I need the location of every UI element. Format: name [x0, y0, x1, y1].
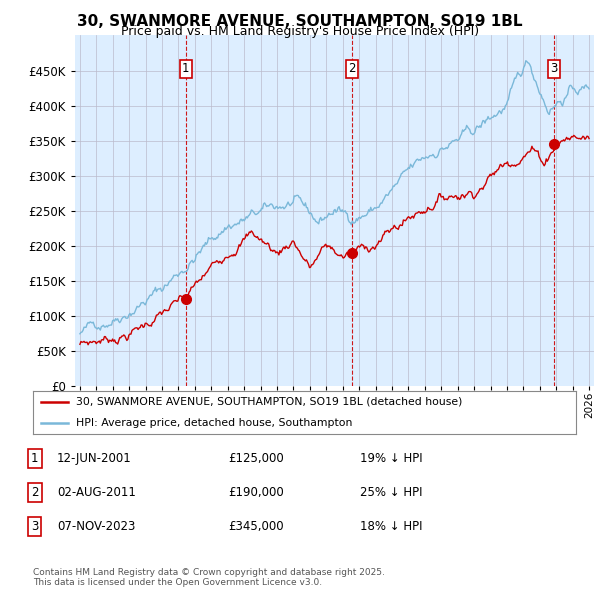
Text: 30, SWANMORE AVENUE, SOUTHAMPTON, SO19 1BL: 30, SWANMORE AVENUE, SOUTHAMPTON, SO19 1… [77, 14, 523, 28]
Text: 02-AUG-2011: 02-AUG-2011 [57, 486, 136, 499]
Text: 19% ↓ HPI: 19% ↓ HPI [360, 452, 422, 465]
Text: 2: 2 [349, 63, 356, 76]
Text: £345,000: £345,000 [228, 520, 284, 533]
Text: 2: 2 [31, 486, 38, 499]
Text: 18% ↓ HPI: 18% ↓ HPI [360, 520, 422, 533]
Text: 3: 3 [550, 63, 557, 76]
Text: HPI: Average price, detached house, Southampton: HPI: Average price, detached house, Sout… [76, 418, 353, 428]
Text: £190,000: £190,000 [228, 486, 284, 499]
Text: Contains HM Land Registry data © Crown copyright and database right 2025.
This d: Contains HM Land Registry data © Crown c… [33, 568, 385, 587]
Text: 12-JUN-2001: 12-JUN-2001 [57, 452, 132, 465]
Text: £125,000: £125,000 [228, 452, 284, 465]
Text: 07-NOV-2023: 07-NOV-2023 [57, 520, 136, 533]
Text: 1: 1 [182, 63, 190, 76]
Text: 1: 1 [31, 452, 38, 465]
Text: Price paid vs. HM Land Registry's House Price Index (HPI): Price paid vs. HM Land Registry's House … [121, 25, 479, 38]
Text: 25% ↓ HPI: 25% ↓ HPI [360, 486, 422, 499]
Text: 30, SWANMORE AVENUE, SOUTHAMPTON, SO19 1BL (detached house): 30, SWANMORE AVENUE, SOUTHAMPTON, SO19 1… [76, 397, 463, 407]
Text: 3: 3 [31, 520, 38, 533]
